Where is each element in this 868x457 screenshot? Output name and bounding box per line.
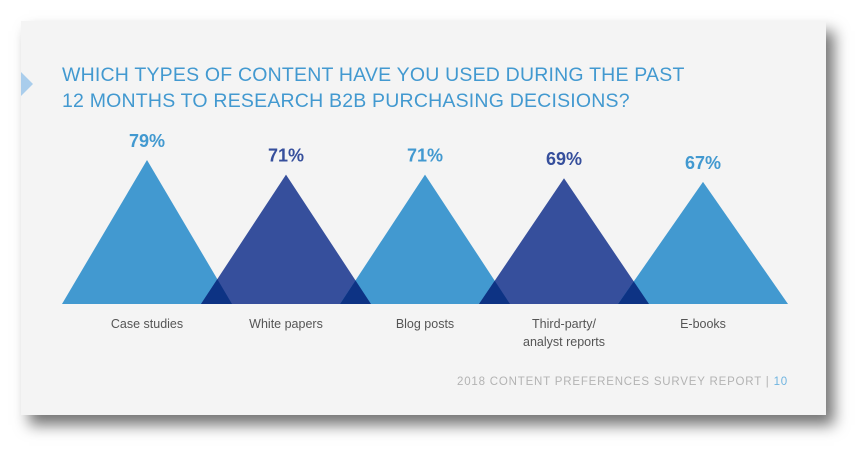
page-number: 10 [773, 376, 788, 388]
triangle-overlap [340, 280, 371, 304]
slide-marker-arrow-icon [21, 72, 33, 96]
triangle-bar [618, 181, 788, 304]
category-label: analyst reports [523, 335, 605, 349]
data-label: 69% [546, 149, 582, 169]
data-label: 67% [685, 153, 721, 173]
triangle-overlap [618, 281, 649, 304]
category-label: Blog posts [396, 317, 454, 331]
data-label: 71% [407, 146, 443, 166]
triangle-bar [340, 174, 510, 304]
data-label: 71% [268, 146, 304, 166]
footer: 2018 CONTENT PREFERENCES SURVEY REPORT |… [457, 376, 788, 388]
category-label: Case studies [111, 317, 183, 331]
footer-text: 2018 CONTENT PREFERENCES SURVEY REPORT | [457, 376, 774, 388]
triangle-overlap [201, 279, 232, 304]
category-label: E-books [680, 317, 726, 331]
chart-title: WHICH TYPES OF CONTENT HAVE YOU USED DUR… [62, 62, 685, 114]
triangle-bar [479, 178, 649, 304]
category-label: White papers [249, 317, 323, 331]
triangle-overlap [479, 280, 510, 304]
chart-title-line-2: 12 MONTHS TO RESEARCH B2B PURCHASING DEC… [62, 90, 630, 112]
triangle-bar [201, 174, 371, 304]
category-label: Third-party/ [532, 317, 596, 331]
triangle-bar [62, 160, 232, 304]
data-label: 79% [129, 131, 165, 151]
chart-title-line-1: WHICH TYPES OF CONTENT HAVE YOU USED DUR… [62, 64, 685, 86]
